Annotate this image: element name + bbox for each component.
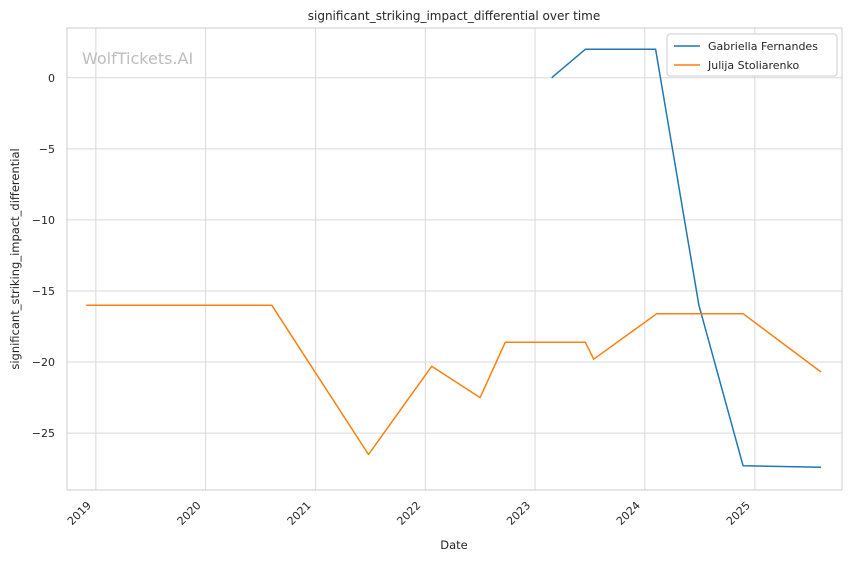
series-line-1 — [86, 304, 822, 456]
legend: Gabriella Fernandes Julija Stoliarenko — [666, 33, 838, 77]
legend-box — [666, 33, 838, 77]
plot-frame — [66, 27, 843, 491]
legend-label: Julija Stoliarenko — [707, 59, 799, 72]
x-axis-title: Date — [440, 538, 468, 552]
watermark: WolfTickets.AI — [82, 49, 193, 68]
y-axis-title: significant_striking_impact_differential — [8, 148, 22, 369]
y-tick-labels: 0 −5 −10 −15 −20 −25 — [32, 72, 55, 440]
y-tick-label: −5 — [39, 143, 55, 156]
y-tick-label: 0 — [48, 72, 55, 85]
y-tick-label: −10 — [32, 214, 55, 227]
x-tick-labels: 2019 2020 2021 2022 2023 2024 2025 — [65, 499, 753, 528]
x-tick-label: 2020 — [175, 499, 204, 528]
series-line-0 — [551, 48, 822, 469]
legend-label: Gabriella Fernandes — [708, 40, 818, 53]
grid — [67, 28, 842, 490]
x-tick-label: 2021 — [285, 499, 314, 528]
y-tick-label: −25 — [32, 427, 55, 440]
x-tick-label: 2022 — [394, 499, 423, 528]
chart-title: significant_striking_impact_differential… — [308, 9, 600, 23]
y-tick-label: −20 — [32, 356, 55, 369]
y-tick-label: −15 — [32, 285, 55, 298]
x-tick-label: 2025 — [724, 499, 753, 528]
x-tick-label: 2023 — [504, 499, 533, 528]
series-layer — [86, 48, 822, 469]
x-tick-label: 2019 — [65, 499, 94, 528]
x-tick-label: 2024 — [614, 499, 643, 528]
